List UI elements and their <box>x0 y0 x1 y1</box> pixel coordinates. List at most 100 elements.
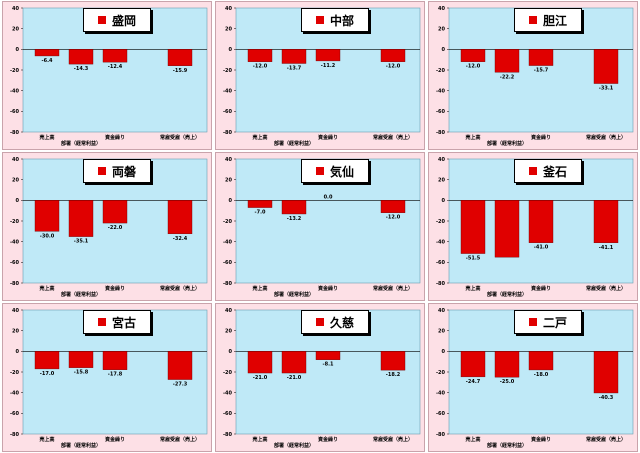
y-tick-label: -40 <box>436 88 446 94</box>
y-tick-label: -20 <box>10 219 20 225</box>
data-label: -13.7 <box>287 65 302 71</box>
bar-chart: 40 20 0 -20 -40 -60 -80 -51.5 -41.0 -41.1 売上高 資金繰り 常… <box>436 157 634 298</box>
legend-swatch <box>315 167 324 175</box>
data-label: -14.3 <box>74 66 89 72</box>
bar <box>494 200 520 258</box>
y-tick-label: -60 <box>223 260 233 266</box>
data-label: -25.0 <box>500 379 515 385</box>
y-tick-label: -40 <box>10 239 20 245</box>
data-label: -41.0 <box>534 245 549 251</box>
y-tick-label: 40 <box>12 6 19 12</box>
x-category-label: 資金繰り <box>318 285 338 292</box>
chart-title-box: 両磐 <box>83 159 151 183</box>
chart-panel: 40 20 0 -20 -40 -60 -80 -24.7 -25.0 -18.0 -40.3 売上高… <box>428 303 638 452</box>
bar <box>34 49 60 57</box>
bar <box>494 351 520 378</box>
data-label: -12.4 <box>108 64 123 70</box>
y-tick-label: -20 <box>436 370 446 376</box>
bar <box>167 351 193 380</box>
bar <box>380 49 406 62</box>
chart-title: 盛岡 <box>111 13 136 28</box>
y-tick-label: -20 <box>223 219 233 225</box>
y-tick-label: -60 <box>223 411 233 417</box>
chart-panel: 40 20 0 -20 -40 -60 -80 -30.0 -35.1 -22.0 -32.4 売上高… <box>2 152 212 301</box>
bar <box>281 351 307 374</box>
y-tick-label: -40 <box>10 390 20 396</box>
x-category-label: 売上高 <box>39 285 54 292</box>
data-label: -18.0 <box>534 372 549 378</box>
x-category-label: 部署（経常利益） <box>274 291 314 298</box>
chart-title-box: 胆江 <box>514 8 582 32</box>
chart-title-box: 気仙 <box>301 159 369 183</box>
x-category-label: 常雇受雇（売上） <box>160 436 200 443</box>
chart-title-box: 盛岡 <box>83 8 151 32</box>
y-tick-label: 20 <box>12 328 19 334</box>
data-label: -32.4 <box>173 236 188 242</box>
bar <box>460 200 486 254</box>
data-label: -12.0 <box>386 215 401 221</box>
x-category-label: 売上高 <box>39 134 54 141</box>
y-tick-label: -60 <box>436 260 446 266</box>
data-label: -21.0 <box>287 375 302 381</box>
bar <box>380 200 406 213</box>
y-tick-label: -20 <box>223 68 233 74</box>
bar <box>34 351 60 370</box>
chart-title: 宮古 <box>111 315 136 330</box>
y-tick-label: -60 <box>10 411 20 417</box>
y-tick-label: 20 <box>225 177 232 183</box>
data-label: 0.0 <box>324 194 333 200</box>
x-category-label: 部署（経常利益） <box>487 140 527 147</box>
y-tick-label: -20 <box>223 370 233 376</box>
bar <box>102 49 128 63</box>
y-tick-label: -80 <box>223 281 233 287</box>
y-tick-label: 40 <box>225 308 232 314</box>
data-label: -41.1 <box>599 245 614 251</box>
chart-panel: 40 20 0 -20 -40 -60 -80 -12.0 -13.7 -11.2 -12.0 売上高… <box>215 1 425 150</box>
legend-swatch <box>528 167 537 175</box>
data-label: -15.7 <box>534 68 549 74</box>
legend-swatch <box>315 318 324 326</box>
chart-panel: 40 20 0 -20 -40 -60 -80 -7.0 -13.2 0.0 -12.0 売上高 資金繰… <box>215 152 425 301</box>
y-tick-label: -40 <box>10 88 20 94</box>
data-label: -22.2 <box>500 74 515 80</box>
y-tick-label: -60 <box>223 109 233 115</box>
bar <box>167 49 193 66</box>
x-category-label: 売上高 <box>465 285 480 292</box>
bar <box>380 351 406 371</box>
data-label: -15.8 <box>74 370 89 376</box>
data-label: -40.3 <box>599 395 614 401</box>
chart-title-box: 中部 <box>301 8 369 32</box>
chart-title-box: 久慈 <box>301 310 369 334</box>
bar-chart: 40 20 0 -20 -40 -60 -80 -24.7 -25.0 -18.0 -40.3 売上高… <box>436 308 634 449</box>
y-tick-label: -20 <box>10 68 20 74</box>
y-tick-label: -20 <box>436 68 446 74</box>
y-tick-label: -40 <box>223 239 233 245</box>
data-label: -13.2 <box>287 216 302 222</box>
x-category-label: 資金繰り <box>531 134 551 141</box>
y-tick-label: -80 <box>10 281 20 287</box>
chart-title-box: 宮古 <box>83 310 151 334</box>
data-label: -22.0 <box>108 225 123 231</box>
chart-panel: 40 20 0 -20 -40 -60 -80 -12.0 -22.2 -15.7 -33.1 売上高… <box>428 1 638 150</box>
chart-panel: 40 20 0 -20 -40 -60 -80 -21.0 -21.0 -8.1 -18.2 売上高 資… <box>215 303 425 452</box>
data-label: -11.2 <box>321 63 336 69</box>
bar <box>528 49 554 66</box>
bar <box>68 200 94 237</box>
y-tick-label: 20 <box>12 26 19 32</box>
x-category-label: 売上高 <box>252 436 267 443</box>
bar <box>593 351 619 394</box>
bar <box>68 351 94 368</box>
y-tick-label: -40 <box>436 390 446 396</box>
chart-title: 釜石 <box>542 164 567 179</box>
y-tick-label: 40 <box>12 308 19 314</box>
bar <box>102 200 128 224</box>
data-label: -30.0 <box>40 233 55 239</box>
x-category-label: 売上高 <box>465 436 480 443</box>
x-category-label: 常雇受雇（売上） <box>586 285 626 292</box>
x-category-label: 部署（経常利益） <box>61 140 101 147</box>
data-label: -17.0 <box>40 371 55 377</box>
x-category-label: 部署（経常利益） <box>487 442 527 449</box>
data-label: -24.7 <box>466 379 481 385</box>
y-tick-label: -80 <box>223 432 233 438</box>
x-category-label: 売上高 <box>39 436 54 443</box>
